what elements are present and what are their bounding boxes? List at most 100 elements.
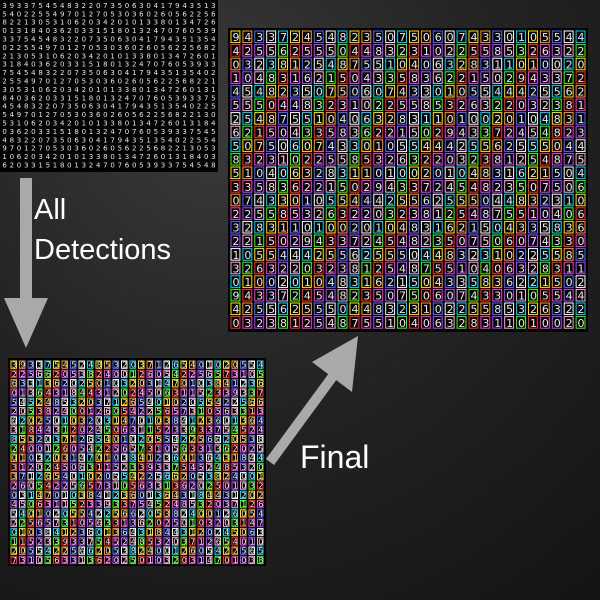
detection-box: [95, 527, 102, 537]
detection-box: [242, 125, 253, 139]
detection-box: [189, 407, 196, 416]
detection-box: [444, 84, 455, 98]
digit: 5: [241, 435, 246, 444]
detection-box: [409, 275, 419, 288]
detection-box: [95, 518, 102, 527]
digit: 7: [351, 235, 358, 248]
detection-box: [254, 152, 265, 166]
detection-box: [70, 425, 77, 434]
digit: 4: [399, 235, 406, 248]
detection-box: [189, 490, 196, 499]
digit: 2: [54, 407, 59, 416]
digit: 5: [470, 140, 477, 153]
detection-box: [528, 207, 538, 220]
detection-box: [444, 112, 455, 125]
digit: 0: [110, 61, 114, 69]
digit: 3: [2, 2, 6, 10]
detection-box: [456, 30, 467, 44]
digit: 2: [37, 435, 42, 444]
detection-box: [575, 275, 586, 288]
digit: 6: [566, 86, 573, 99]
digit: 0: [89, 19, 93, 27]
digit: 2: [182, 398, 187, 407]
detection-box: [468, 261, 479, 275]
digit: 3: [268, 317, 275, 330]
digit: 3: [224, 500, 229, 509]
digit: 6: [154, 94, 159, 102]
detection-box: [432, 30, 443, 44]
digit: 2: [190, 136, 194, 144]
detection-box: [301, 44, 312, 57]
detection-box: [551, 220, 562, 234]
digit: 4: [244, 31, 251, 44]
detection-box: [361, 193, 372, 207]
digit: 5: [447, 235, 454, 248]
digit: 6: [89, 103, 94, 111]
digit: 5: [199, 398, 204, 407]
digit: 3: [241, 389, 246, 398]
detection-box: [516, 30, 527, 44]
detection-box: [563, 193, 574, 207]
digit: 1: [82, 61, 86, 69]
detection-box: [301, 234, 312, 248]
digit: 2: [494, 113, 501, 126]
digit: 8: [482, 167, 489, 180]
digit: 0: [131, 361, 136, 370]
digit: 1: [506, 317, 513, 330]
digit: 4: [20, 398, 25, 407]
digit: 7: [244, 194, 251, 207]
digit: 6: [363, 86, 370, 99]
detection-box: [278, 84, 288, 98]
detection-box: [444, 302, 455, 316]
detection-box: [214, 518, 221, 527]
detection-box: [456, 139, 467, 152]
digit: 2: [110, 19, 114, 27]
detection-box: [27, 407, 34, 416]
detection-box: [432, 220, 443, 234]
detection-box: [313, 98, 324, 112]
digit: 2: [82, 86, 86, 94]
digit: 0: [304, 140, 311, 153]
digit: 4: [88, 389, 93, 398]
digit: 2: [387, 154, 394, 167]
digit: 2: [530, 86, 537, 99]
digit: 1: [29, 556, 34, 565]
digit: 6: [197, 44, 202, 52]
detection-box: [266, 57, 277, 71]
detection-box: [10, 379, 17, 388]
detection-box: [337, 44, 348, 57]
detection-box: [146, 388, 153, 397]
digit: 4: [211, 119, 216, 127]
digit: 5: [530, 140, 537, 153]
detection-box: [349, 193, 360, 207]
digit: 1: [173, 547, 178, 556]
digit: 6: [154, 153, 159, 161]
digit: 4: [105, 370, 110, 379]
digit: 6: [125, 44, 130, 52]
detection-box: [240, 453, 247, 462]
digit: 7: [258, 389, 263, 398]
digit: 6: [211, 19, 216, 27]
detection-box: [44, 462, 51, 472]
detection-box: [456, 302, 467, 316]
digit: 6: [363, 113, 370, 126]
digit: 5: [182, 361, 187, 370]
detection-box: [112, 537, 119, 546]
digit: 2: [233, 444, 238, 453]
detection-box: [44, 453, 51, 462]
digit: 9: [175, 2, 179, 10]
digit: 2: [224, 547, 229, 556]
digit: 5: [542, 249, 549, 262]
digit: 6: [154, 77, 159, 85]
digit: 6: [280, 45, 287, 58]
detection-box: [172, 527, 179, 537]
digit: 4: [10, 94, 15, 102]
digit: 4: [256, 72, 263, 85]
digit: 5: [459, 208, 466, 221]
digit: 4: [190, 361, 195, 370]
digit: 3: [518, 222, 525, 235]
digit: 0: [139, 491, 144, 500]
detection-box: [551, 166, 562, 180]
digit: 6: [88, 547, 93, 556]
digit: 8: [423, 99, 430, 112]
